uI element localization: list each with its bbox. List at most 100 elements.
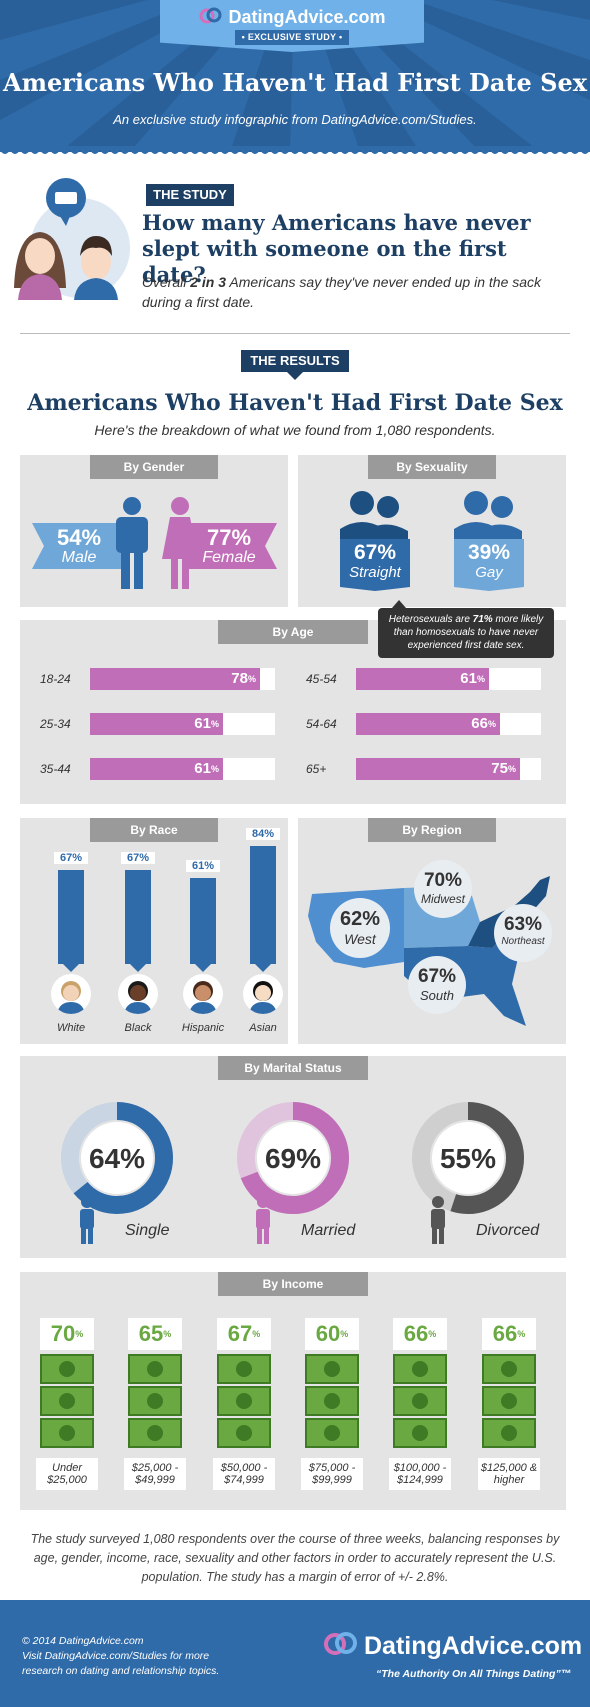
income-label-line1: $50,000 - (220, 1462, 268, 1474)
female-value: 77% (206, 525, 252, 550)
male-ribbon (32, 523, 127, 569)
race-avatar-icon (51, 974, 91, 1014)
midwest-label: Midwest (420, 892, 465, 906)
dollar-bill-icon (217, 1386, 271, 1416)
page-subtitle: An exclusive study infographic from Dati… (113, 112, 477, 127)
footer-visit-line1[interactable]: Visit DatingAdvice.com/Studies for more (22, 1650, 210, 1662)
race-value: 67% (54, 852, 88, 864)
footer-brand[interactable]: DatingAdvice.com (322, 1630, 582, 1661)
age-value: 66% (356, 713, 496, 735)
income-value: 70% (40, 1318, 94, 1350)
male-label: Male (61, 549, 97, 566)
race-label: Hispanic (181, 1022, 225, 1034)
study-tag: THE STUDY (146, 184, 234, 206)
income-label: $50,000 - $74,999 (213, 1458, 275, 1490)
income-label-line1: $100,000 - (393, 1462, 447, 1474)
dollar-bill-seal (412, 1393, 428, 1409)
footer-tagline: “The Authority On All Things Dating”™ (376, 1668, 572, 1680)
income-label-line1: $25,000 - (131, 1462, 179, 1474)
age-value: 75% (356, 758, 516, 780)
dollar-bill-icon (40, 1418, 94, 1448)
dollar-bill-seal (59, 1393, 75, 1409)
age-value-unit: % (210, 719, 219, 729)
study-answer-bold: 2 in 3 (190, 274, 227, 290)
dollar-bill-seal (147, 1393, 163, 1409)
south-label: South (420, 988, 454, 1003)
footer-credits: © 2014 DatingAdvice.com Visit DatingAdvi… (22, 1634, 219, 1679)
age-value-number: 78 (231, 670, 248, 687)
age-value: 61% (90, 758, 219, 780)
income-label-line2: $124,999 (397, 1474, 443, 1486)
midwest-bubble: 70% Midwest (414, 860, 472, 918)
race-label: Black (124, 1022, 152, 1034)
income-panel: By Income (20, 1272, 566, 1510)
gay-couple-icon (454, 491, 524, 591)
age-label: 54-64 (306, 717, 337, 731)
income-value-number: 65 (138, 1321, 164, 1346)
note-bold: 71% (472, 614, 493, 625)
age-label: 18-24 (40, 672, 71, 686)
age-value-unit: % (476, 674, 485, 684)
exclusive-badge: • EXCLUSIVE STUDY • (235, 30, 349, 45)
footer-copyright: © 2014 DatingAdvice.com (22, 1635, 144, 1647)
age-value-number: 61 (194, 715, 211, 732)
race-bar-pointer (130, 964, 146, 972)
age-label: 65+ (306, 762, 327, 776)
income-value-number: 70 (50, 1321, 76, 1346)
age-value-unit: % (487, 719, 496, 729)
race-avatar-icon (183, 974, 223, 1014)
sexuality-note: Heterosexuals are 71% more likely than h… (378, 608, 554, 658)
income-label: $125,000 & higher (478, 1458, 540, 1490)
results-title: Americans Who Haven't Had First Date Sex (27, 390, 563, 416)
race-bar-pointer (195, 964, 211, 972)
race-panel-title: By Race (90, 818, 218, 842)
footer-scallop (0, 1600, 590, 1610)
income-label-line2: $49,999 (135, 1474, 175, 1486)
gender-panel: By Gender 54% Male 77% Female (20, 455, 288, 607)
sexuality-panel: By Sexuality 67% Straight 39% Gay (298, 455, 566, 607)
dollar-bill-seal (59, 1361, 75, 1377)
dollar-bill-icon (40, 1354, 94, 1384)
age-value-unit: % (210, 764, 219, 774)
female-label: Female (202, 549, 256, 566)
age-value: 78% (90, 668, 256, 690)
age-bar (356, 713, 500, 735)
race-bar (125, 870, 151, 964)
dollar-bill-icon (393, 1386, 447, 1416)
straight-value: 67% (353, 541, 397, 564)
dollar-bill-seal (236, 1361, 252, 1377)
brand-logo[interactable]: DatingAdvice.com (160, 6, 424, 28)
age-bar (356, 758, 520, 780)
west-bubble: 62% West (330, 898, 390, 958)
dollar-bill-seal (147, 1425, 163, 1441)
male-figure-icon (116, 497, 148, 589)
income-value-number: 66 (492, 1321, 518, 1346)
income-label-line2: $99,999 (312, 1474, 352, 1486)
age-value: 61% (90, 713, 219, 735)
note-post: more likely than homosexuals to have nev… (393, 614, 544, 651)
header: DatingAdvice.com • EXCLUSIVE STUDY • Ame… (0, 0, 590, 152)
age-value-number: 61 (460, 670, 477, 687)
race-avatar-icon (118, 974, 158, 1014)
income-label: $25,000 - $49,999 (124, 1458, 186, 1490)
income-label: $100,000 - $124,999 (389, 1458, 451, 1490)
results-subtitle: Here's the breakdown of what we found fr… (94, 422, 496, 438)
dollar-bill-icon (305, 1418, 359, 1448)
male-value: 54% (56, 525, 102, 550)
methodology-note: The study surveyed 1,080 respondents ove… (30, 1532, 560, 1584)
income-value-number: 67 (227, 1321, 253, 1346)
income-value-unit: % (517, 1329, 526, 1339)
results-tag: THE RESULTS (241, 350, 349, 372)
dollar-bill-icon (393, 1418, 447, 1448)
race-label: Asian (249, 1022, 277, 1034)
dollar-bill-icon (40, 1386, 94, 1416)
dollar-bill-icon (217, 1354, 271, 1384)
study-answer-post: Americans say they've never ended up in … (142, 274, 542, 310)
scallop-divider (0, 146, 590, 154)
dollar-bill-seal (236, 1393, 252, 1409)
south-value: 67% (417, 966, 457, 987)
income-value: 66% (482, 1318, 536, 1350)
brand-name: DatingAdvice.com (228, 7, 386, 27)
race-bar (250, 846, 276, 964)
west-value: 62% (339, 908, 381, 930)
